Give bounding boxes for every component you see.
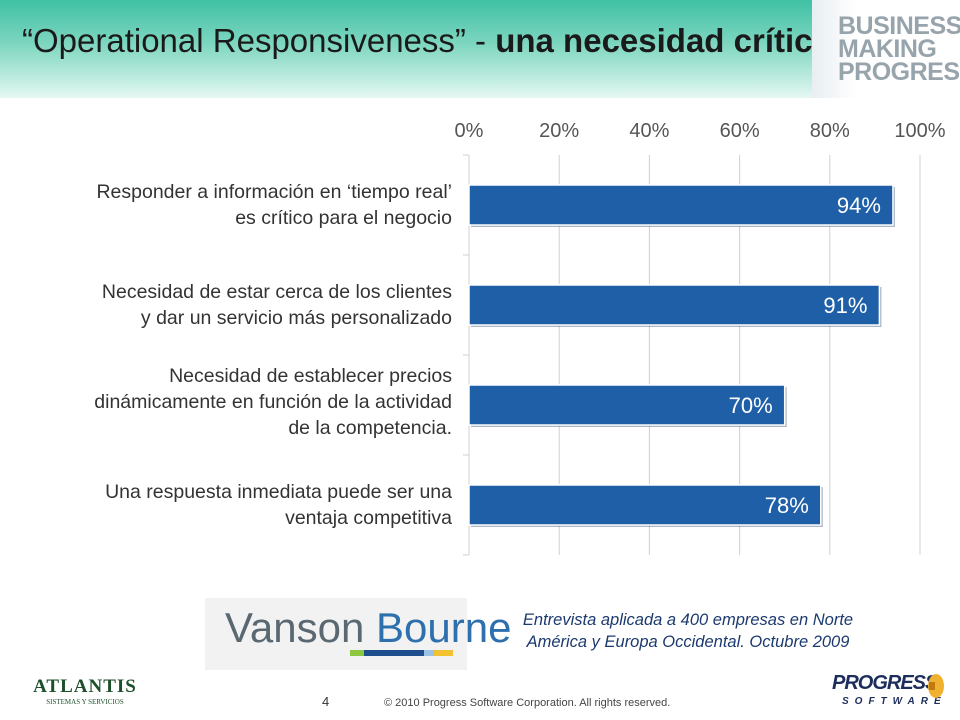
x-tick-label: 20%: [539, 120, 579, 142]
category-label-line: dinámicamente en función de la actividad: [94, 391, 452, 413]
bar: [468, 484, 822, 526]
page-number: 4: [322, 694, 330, 709]
vanson-bourne-wordmark: Vanson Bourne: [225, 604, 511, 652]
copyright-text: © 2010 Progress Software Corporation. Al…: [384, 697, 671, 709]
x-tick-label: 100%: [894, 120, 945, 142]
atlantis-logo: ATLANTIS SISTEMAS Y SERVICIOS: [30, 676, 140, 712]
logo-word-2: Bourne: [376, 604, 512, 651]
bar-chart: 0% 20% 40% 60% 80% 100% 94% Responder a informa…: [94, 120, 946, 556]
logo-word-1: Vanson: [225, 604, 365, 651]
header-banner: “Operational Responsiveness” - una neces…: [0, 0, 960, 98]
data-label: 78%: [765, 493, 809, 518]
category-label-line: Necesidad de estar cerca de los clientes: [102, 281, 452, 303]
data-label: 94%: [837, 193, 881, 218]
x-tick-label: 80%: [810, 120, 850, 142]
category-label: Una respuesta inmediata puede ser una ven…: [105, 481, 452, 529]
survey-note-line-2: América y Europa Occidental. Octubre 200…: [526, 633, 850, 651]
category-label-line: Una respuesta inmediata puede ser una: [105, 481, 452, 503]
progress-subtitle: SOFTWARE: [842, 696, 947, 707]
x-tick-label: 60%: [720, 120, 760, 142]
progress-software-logo: PROGRESS SOFTWARE: [826, 672, 946, 716]
x-tick-label: 40%: [629, 120, 669, 142]
category-label-line: y dar un servicio más personalizado: [141, 307, 452, 329]
atlantis-name: ATLANTIS: [33, 676, 137, 697]
brand-line-3: PROGRESS: [838, 58, 960, 86]
category-label: Necesidad de establecer precios dinámicam…: [94, 365, 452, 439]
x-tick-label: 0%: [455, 120, 484, 142]
logo-stripe: [350, 650, 453, 656]
data-label: 70%: [729, 393, 773, 418]
survey-note-line-1: Entrevista aplicada a 400 empresas en No…: [522, 611, 854, 629]
category-label-line: es crítico para el negocio: [235, 207, 452, 229]
page-title: “Operational Responsiveness” - una neces…: [22, 22, 831, 60]
bar: [468, 384, 786, 426]
title-bold: una necesidad crítica: [495, 22, 831, 59]
bar: [468, 284, 881, 326]
atlantis-subtitle: SISTEMAS Y SERVICIOS: [46, 698, 124, 706]
category-label-line: Necesidad de establecer precios: [169, 365, 452, 387]
category-label-line: Responder a información en ‘tiempo real’: [96, 181, 452, 203]
category-label: Responder a información en ‘tiempo real’…: [96, 181, 452, 229]
survey-note: Entrevista aplicada a 400 empresas en No…: [478, 609, 898, 653]
category-label: Necesidad de estar cerca de los clientes…: [102, 281, 452, 329]
vanson-bourne-logo: Vanson Bourne: [205, 598, 511, 670]
brand-line-2: MAKING: [838, 35, 937, 63]
speaker-icon: [928, 674, 944, 698]
progress-name: PROGRESS: [832, 672, 938, 694]
category-label-line: ventaja competitiva: [285, 507, 452, 529]
bar: [468, 184, 894, 226]
category-label-line: de la competencia.: [288, 417, 452, 439]
brand-logo: [812, 0, 960, 98]
title-plain: “Operational Responsiveness” -: [22, 22, 496, 59]
data-label: 91%: [823, 293, 867, 318]
brand-line-1: BUSINESS: [838, 12, 960, 40]
